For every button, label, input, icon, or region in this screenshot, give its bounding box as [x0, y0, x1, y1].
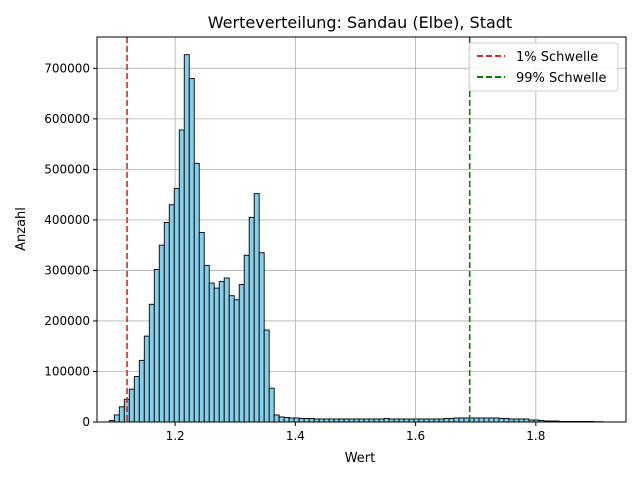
y-tick-label: 700000: [44, 61, 90, 75]
histogram-bar: [299, 418, 304, 422]
x-tick-label: 1.4: [286, 429, 305, 443]
histogram-bar: [139, 360, 144, 422]
histogram-bar: [169, 205, 174, 422]
y-tick-label: 500000: [44, 162, 90, 176]
histogram-bar: [474, 418, 479, 422]
chart-title: Werteverteilung: Sandau (Elbe), Stadt: [208, 13, 512, 32]
legend-label-1pct: 1% Schwelle: [516, 50, 598, 65]
histogram-bar: [279, 417, 284, 422]
histogram-bar: [134, 377, 139, 422]
histogram-bar: [504, 418, 509, 422]
histogram-bar: [294, 418, 299, 422]
histogram-bar: [179, 130, 184, 422]
histogram-bar: [129, 389, 134, 422]
histogram-bar: [304, 418, 309, 422]
histogram-bar: [159, 245, 164, 422]
histogram-bar: [499, 418, 504, 422]
histogram-bar: [204, 265, 209, 422]
y-tick-label: 400000: [44, 213, 90, 227]
histogram-bar: [149, 304, 154, 422]
histogram-bar: [249, 217, 254, 422]
x-tick-label: 1.6: [406, 429, 425, 443]
histogram-bar: [239, 285, 244, 422]
y-tick-label: 300000: [44, 263, 90, 277]
histogram-bar: [444, 418, 449, 422]
histogram-bar: [384, 418, 389, 422]
histogram-bar: [309, 418, 314, 422]
histogram-bar: [189, 78, 194, 422]
histogram-bar: [479, 418, 484, 422]
y-tick-label: 0: [82, 415, 90, 429]
x-axis-label: Wert: [345, 451, 376, 466]
histogram-bar: [459, 418, 464, 422]
histogram-bar: [119, 407, 124, 422]
histogram-bar: [164, 222, 169, 422]
legend: 1% Schwelle 99% Schwelle: [469, 43, 618, 91]
histogram-bar: [234, 300, 239, 422]
y-tick-label: 600000: [44, 112, 90, 126]
y-axis-label: Anzahl: [14, 207, 29, 251]
histogram-bar: [489, 418, 494, 422]
histogram-bar: [264, 330, 269, 422]
histogram-bar: [284, 417, 289, 422]
histogram-bar: [209, 283, 214, 422]
y-tick-label: 100000: [44, 364, 90, 378]
histogram-bar: [114, 415, 119, 422]
histogram-bar: [449, 418, 454, 422]
x-tick-label: 1.8: [526, 429, 545, 443]
histogram-bar: [184, 55, 189, 422]
y-tick-label: 200000: [44, 314, 90, 328]
histogram-bar: [219, 282, 224, 422]
histogram-bar: [244, 255, 249, 422]
histogram-bar: [274, 415, 279, 422]
histogram-bar: [259, 253, 264, 422]
histogram-bar: [494, 418, 499, 422]
histogram-bar: [154, 269, 159, 422]
legend-label-99pct: 99% Schwelle: [516, 71, 607, 86]
histogram-bar: [269, 388, 274, 422]
histogram-bar: [454, 418, 459, 422]
histogram-bar: [224, 278, 229, 422]
histogram-bar: [214, 288, 219, 422]
histogram-bar: [144, 336, 149, 422]
histogram-bar: [199, 233, 204, 422]
histogram-bar: [174, 189, 179, 422]
x-tick-label: 1.2: [166, 429, 185, 443]
histogram-bar: [289, 418, 294, 422]
histogram-bar: [254, 194, 259, 422]
histogram-bar: [194, 163, 199, 422]
histogram-bar: [464, 418, 469, 422]
histogram-bar: [229, 296, 234, 422]
histogram-bar: [484, 418, 489, 422]
